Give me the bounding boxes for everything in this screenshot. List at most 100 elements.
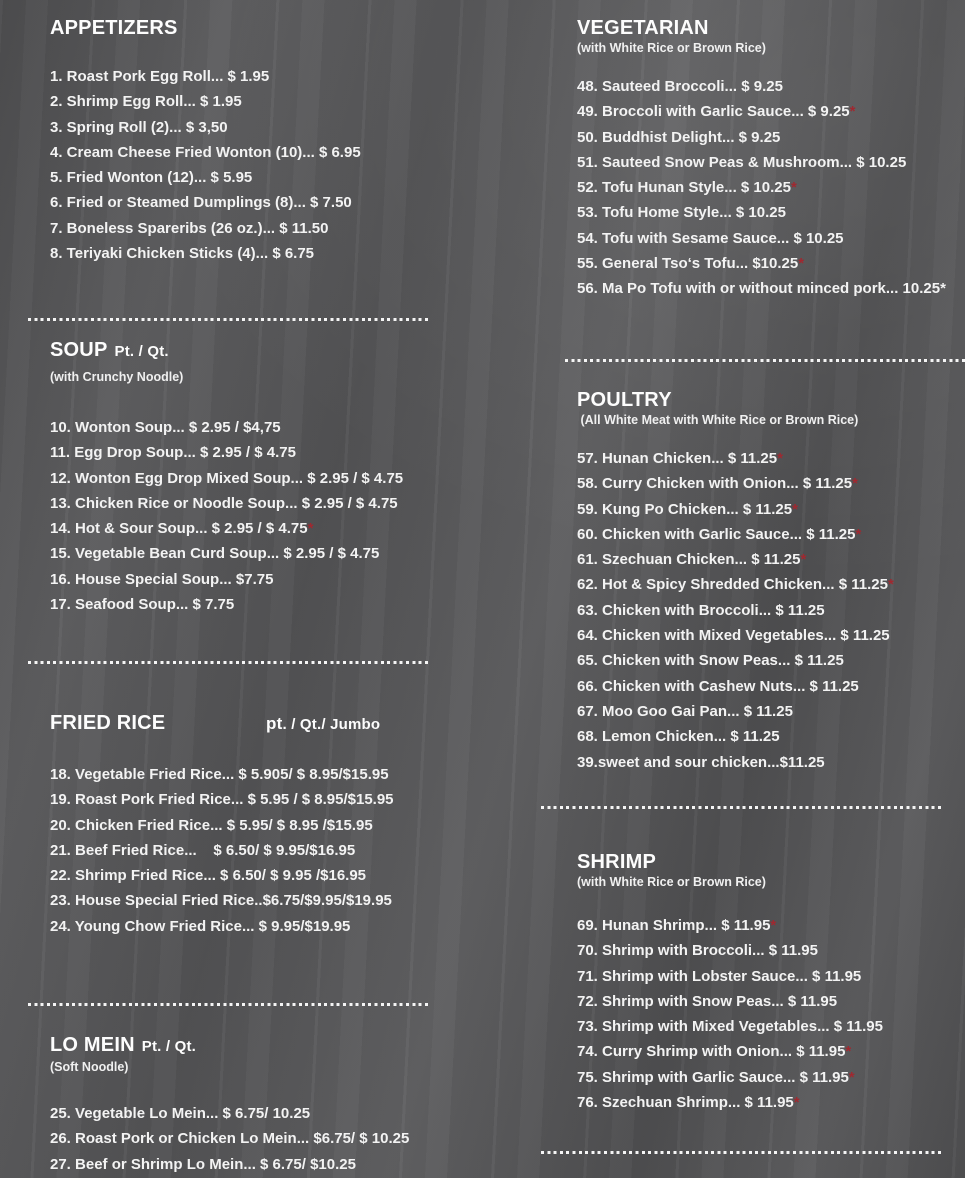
menu-item: 54. Tofu with Sesame Sauce... $ 10.25 [577,226,965,251]
menu-item-text: 59. Kung Po Chicken... $ 11.25 [577,500,793,518]
menu-item-text: 58. Curry Chicken with Onion... $ 11.25 [577,475,853,493]
menu-item-text: 61. Szechuan Chicken... $ 11.25 [577,551,801,569]
dotted-separator [28,318,428,321]
menu-item-text: 7. Boneless Spareribs (26 oz.)... $ 11.5… [50,219,329,237]
menu-item: 20. Chicken Fried Rice... $ 5.95/ $ 8.95… [50,813,470,838]
section-fried-rice: FRIED RICE pt. / Qt./ Jumbo 18. Vegetable… [50,711,470,939]
section-title-text: FRIED RICE [50,712,166,734]
menu-item: 11. Egg Drop Soup... $ 2.95 / $ 4.75 [50,440,470,465]
menu-item: 68. Lemon Chicken... $ 11.25 [577,724,965,749]
section-title-text: SHRIMP [577,851,656,873]
spicy-asterisk-icon: * [770,917,777,934]
menu-item: 19. Roast Pork Fried Rice... $ 5.95 / $ … [50,787,470,812]
section-size-suffix: Pt. / Qt. [141,1038,197,1055]
section-appetizers: APPETIZERS 1. Roast Pork Egg Roll... $ 1… [50,16,470,266]
section-lo-mein: LO MEIN Pt. / Qt. (Soft Noodle) 25. Veget… [50,1033,470,1177]
menu-item: 62. Hot & Spicy Shredded Chicken... $ 11… [577,572,965,597]
menu-item: 65. Chicken with Snow Peas... $ 11.25 [577,648,965,673]
menu-item: 60. Chicken with Garlic Sauce... $ 11.25… [577,522,965,547]
menu-item-text: 50. Buddhist Delight... $ 9.25 [577,128,781,146]
menu-item-text: 1. Roast Pork Egg Roll... $ 1.95 [50,68,270,85]
menu-item-text: 62. Hot & Spicy Shredded Chicken... $ 11… [577,576,888,594]
menu-items-list: 25. Vegetable Lo Mein... $ 6.75/ 10.25 26… [50,1101,470,1177]
section-subtitle: (with Crunchy Noodle) [50,370,184,384]
menu-item-text: 70. Shrimp with Broccoli... $ 11.95 [577,942,818,960]
menu-item-text: 24. Young Chow Fried Rice... $ 9.95/$19.… [50,917,351,935]
menu-item-text: 76. Szechuan Shrimp... $ 11.95 [577,1094,794,1112]
menu-item-text: 65. Chicken with Snow Peas... $ 11.25 [577,652,844,670]
menu-item: 24. Young Chow Fried Rice... $ 9.95/$19.… [50,914,470,939]
menu-item: 56. Ma Po Tofu with or without minced po… [577,276,965,301]
menu-item: 2. Shrimp Egg Roll... $ 1.95 [50,89,470,114]
menu-item-text: 2. Shrimp Egg Roll... $ 1.95 [50,93,242,111]
menu-item: 58. Curry Chicken with Onion... $ 11.25* [577,471,965,496]
section-subtitle: (All White Meat with White Rice or Brown… [577,413,859,427]
spicy-asterisk-icon: * [855,525,862,543]
menu-items-list: 57. Hunan Chicken... $ 11.25* 58. Curry C… [577,446,965,775]
menu-item: 66. Chicken with Cashew Nuts... $ 11.25 [577,674,965,699]
menu-item-text: 71. Shrimp with Lobster Sauce... $ 11.95 [577,967,862,985]
dotted-separator [541,1151,941,1154]
menu-item-text: 66. Chicken with Cashew Nuts... $ 11.25 [577,677,859,695]
menu-item-text: 26. Roast Pork or Chicken Lo Mein... $6.… [50,1130,410,1148]
size-label-big: pt [266,714,283,733]
menu-item: 59. Kung Po Chicken... $ 11.25* [577,497,965,522]
menu-item: 67. Moo Goo Gai Pan... $ 11.25 [577,699,965,724]
menu-item: 61. Szechuan Chicken... $ 11.25* [577,547,965,572]
menu-item-text: 54. Tofu with Sesame Sauce... $ 10.25 [577,229,844,247]
menu-item: 17. Seafood Soup... $ 7.75 [50,592,470,617]
section-subtitle: (Soft Noodle) [50,1060,129,1074]
menu-item-text: 4. Cream Cheese Fried Wonton (10)... $ 6… [50,143,361,161]
section-title-lo-mein: LO MEIN Pt. / Qt. [50,1033,470,1059]
section-title-text: LO MEIN [50,1034,135,1056]
menu-item-text: 74. Curry Shrimp with Onion... $ 11.95 [577,1043,846,1061]
menu-item-text: 68. Lemon Chicken... $ 11.25 [577,728,780,746]
menu-item: 21. Beef Fried Rice... $ 6.50/ $ 9.95/$1… [50,838,470,863]
menu-item: 73. Shrimp with Mixed Vegetables... $ 11… [577,1014,965,1039]
menu-item-text: 39.sweet and sour chicken...$11.25 [577,753,825,771]
menu-item: 15. Vegetable Bean Curd Soup... $ 2.95 /… [50,541,470,566]
spicy-asterisk-icon: * [307,520,314,538]
menu-item-text: 13. Chicken Rice or Noodle Soup... $ 2.9… [50,494,398,512]
menu-item: 5. Fried Wonton (12)... $ 5.95 [50,165,470,190]
menu-item: 71. Shrimp with Lobster Sauce... $ 11.95 [577,964,965,989]
section-title-vegetarian: VEGETARIAN [577,16,965,40]
menu-items-list: 10. Wonton Soup... $ 2.95 / $4,75 11. Egg… [50,415,470,617]
section-title-appetizers: APPETIZERS [50,16,470,40]
menu-item-text: 25. Vegetable Lo Mein... $ 6.75/ 10.25 [50,1105,311,1122]
menu-items-list: 48. Sauteed Broccoli... $ 9.25 49. Brocco… [577,74,965,302]
menu-item: 8. Teriyaki Chicken Sticks (4)... $ 6.75 [50,241,470,266]
menu-item: 75. Shrimp with Garlic Sauce... $ 11.95* [577,1065,965,1090]
menu-item-text: 20. Chicken Fried Rice... $ 5.95/ $ 8.95… [50,816,373,834]
dotted-separator [28,661,428,664]
menu-item-text: 48. Sauteed Broccoli... $ 9.25 [577,78,783,95]
section-title-fried-rice: FRIED RICE pt. / Qt./ Jumbo [50,711,470,735]
spicy-asterisk-icon: * [800,551,807,569]
menu-item: 7. Boneless Spareribs (26 oz.)... $ 11.5… [50,216,470,241]
menu-item-text: 75. Shrimp with Garlic Sauce... $ 11.95 [577,1068,849,1086]
menu-item: 25. Vegetable Lo Mein... $ 6.75/ 10.25 [50,1101,470,1126]
menu-item-text: 64. Chicken with Mixed Vegetables... $ 1… [577,627,890,645]
menu-item: 26. Roast Pork or Chicken Lo Mein... $6.… [50,1126,470,1151]
menu-items-list: 18. Vegetable Fried Rice... $ 5.905/ $ 8… [50,762,470,939]
menu-item-text: 55. General Tso‘s Tofu... $10.25 [577,255,799,273]
section-size-label: pt. / Qt./ Jumbo [266,711,380,737]
section-subtitle: (with White Rice or Brown Rice) [577,875,766,889]
section-title-text: VEGETARIAN [577,17,709,39]
menu-item: 64. Chicken with Mixed Vegetables... $ 1… [577,623,965,648]
menu-item-text: 63. Chicken with Broccoli... $ 11.25 [577,601,825,619]
spicy-asterisk-icon: * [793,1094,800,1112]
menu-item: 69. Hunan Shrimp... $ 11.95* [577,913,965,938]
menu-item-text: 22. Shrimp Fried Rice... $ 6.50/ $ 9.95 … [50,867,367,885]
section-title-soup: SOUP Pt. / Qt. [50,338,470,364]
section-soup: SOUP Pt. / Qt. (with Crunchy Noodle) 10. … [50,338,470,617]
menu-item-text: 21. Beef Fried Rice... $ 6.50/ $ 9.95/$1… [50,841,356,859]
section-size-suffix: Pt. / Qt. [114,343,169,360]
menu-item: 10. Wonton Soup... $ 2.95 / $4,75 [50,415,470,440]
spicy-asterisk-icon: * [849,103,856,121]
size-label-small: . / Qt./ Jumbo [282,716,381,733]
spicy-asterisk-icon: * [887,576,894,594]
menu-item-text: 16. House Special Soup... $7.75 [50,570,274,588]
menu-item: 4. Cream Cheese Fried Wonton (10)... $ 6… [50,140,470,165]
menu-item-text: 23. House Special Fried Rice..$6.75/$9.9… [50,892,392,910]
